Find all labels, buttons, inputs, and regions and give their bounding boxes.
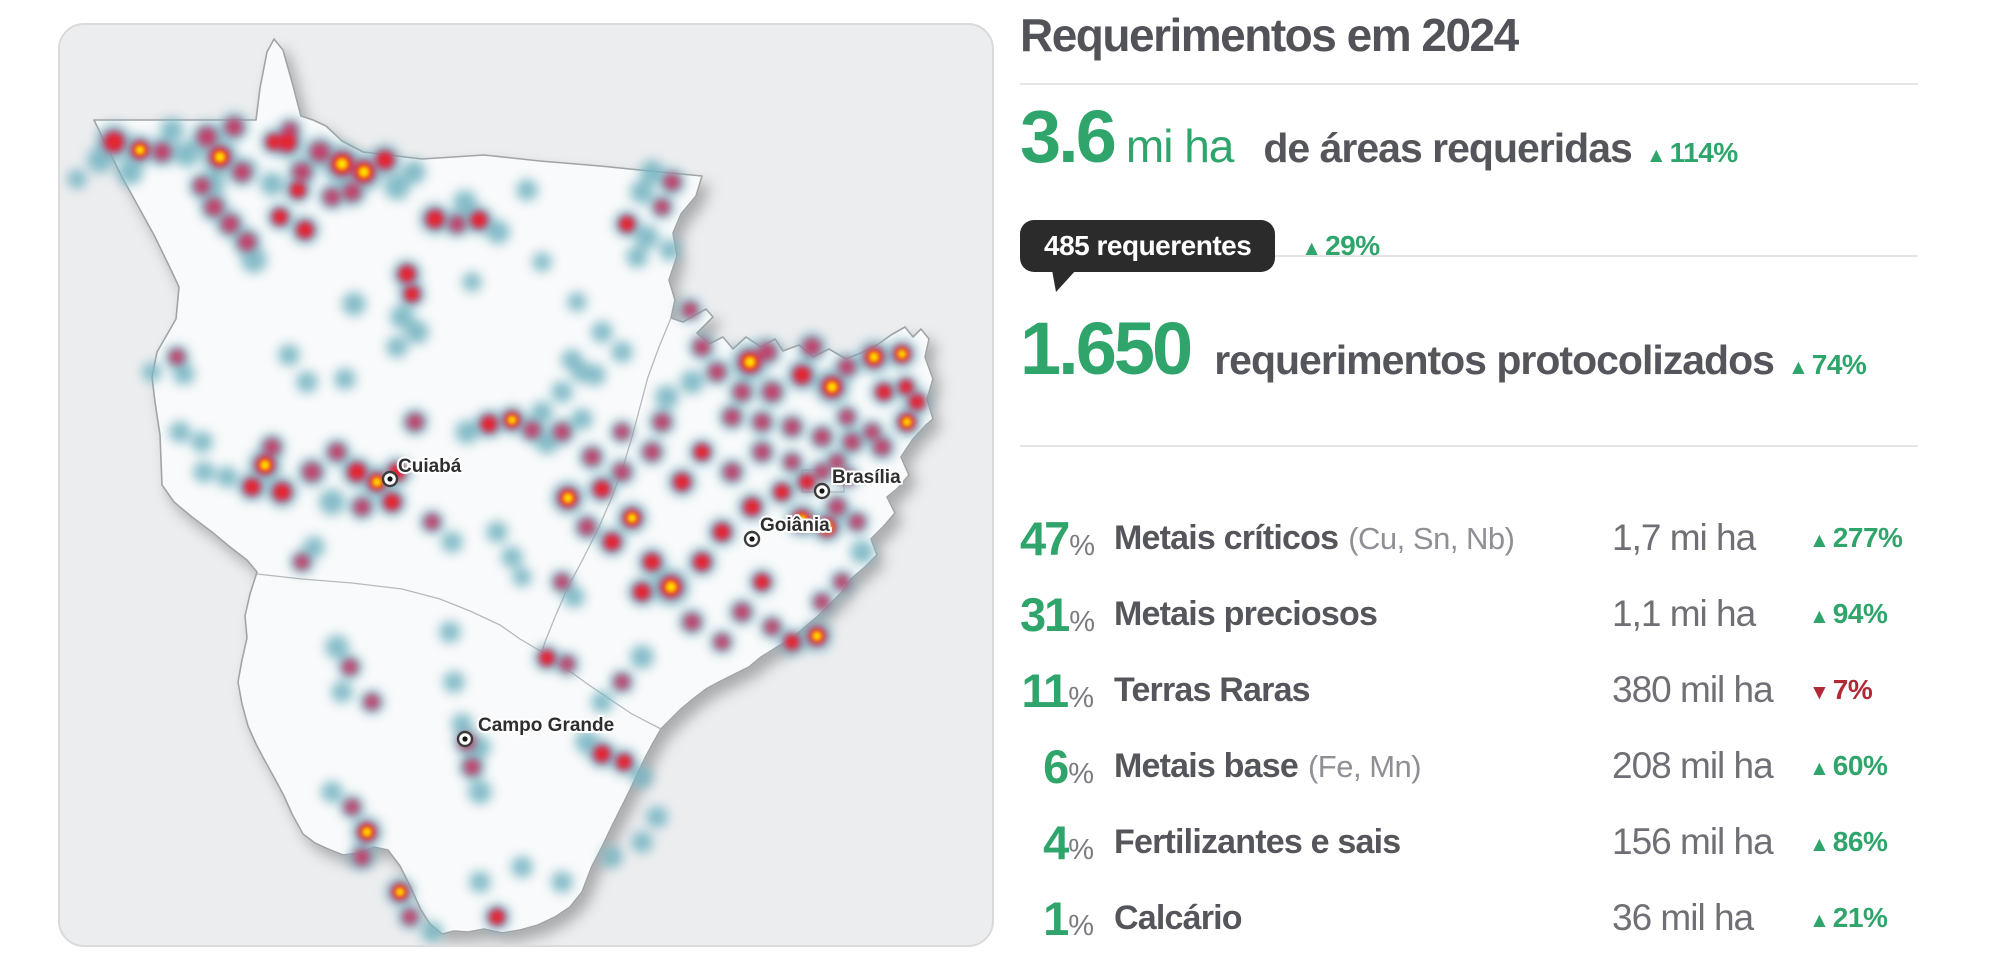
breakdown-row: 47% Metais críticos (Cu, Sn, Nb) 1,7 mi h… [1020, 500, 1940, 576]
percent-sign: % [1068, 681, 1094, 714]
row-area-value: 380 mil ha [1612, 669, 1774, 710]
stat-area-delta: ▲ 114% [1645, 137, 1738, 168]
delta-triangle-icon: ▲ [1301, 237, 1323, 260]
row-percent: 11% [1021, 663, 1094, 717]
heatmap-svg[interactable]: Cuiabá Brasília Goiânia Campo Grande [60, 25, 992, 945]
stat-area-value: 3.6 [1020, 95, 1117, 178]
stat-requerimentos: 1.650 requerimentos protocolizados ▲ 74% [1020, 307, 1867, 390]
stat-filings-value: 1.650 [1020, 307, 1193, 390]
city-label: Cuiabá [398, 456, 462, 477]
row-label: Fertilizantes e sais [1114, 822, 1401, 861]
breakdown-row: 1% Calcário 36 mil ha ▲ 21% [1020, 880, 1940, 956]
requerentes-delta: ▲ 29% [1301, 230, 1380, 261]
row-delta: ▲ 277% [1809, 522, 1903, 553]
row-percent: 6% [1043, 739, 1094, 793]
delta-triangle-icon: ▼ [1809, 681, 1830, 704]
requerentes-tooltip-badge: 485 requerentes [1020, 220, 1276, 292]
percent-sign: % [1068, 757, 1094, 790]
breakdown-row: 11% Terras Raras 380 mil ha ▼ 7% [1020, 652, 1940, 728]
row-label: Metais base (Fe, Mn) [1114, 746, 1422, 785]
stat-filings-delta: ▲ 74% [1787, 349, 1867, 380]
row-percent: 4% [1043, 815, 1094, 869]
row-percent: 47% [1020, 511, 1096, 565]
percent-sign: % [1068, 909, 1094, 942]
stat-area-unit: mi ha [1125, 120, 1234, 172]
city-marker: Goiânia [743, 513, 832, 548]
requerentes-label: 485 requerentes [1044, 230, 1252, 261]
delta-triangle-icon: ▲ [1809, 529, 1830, 552]
heatmap-card: Cuiabá Brasília Goiânia Campo Grande [58, 23, 994, 947]
city-label: Campo Grande [478, 715, 614, 736]
stat-areas-requeridas: 3.6 mi ha de áreas requeridas ▲ 114% [1020, 100, 1738, 174]
divider [1020, 255, 1918, 257]
divider [1020, 445, 1918, 447]
percent-sign: % [1068, 833, 1094, 866]
row-area-value: 1,7 mi ha [1612, 517, 1756, 558]
row-percent: 31% [1020, 587, 1096, 641]
delta-triangle-icon: ▲ [1809, 757, 1830, 780]
row-delta: ▼ 7% [1809, 674, 1873, 705]
row-label: Metais preciosos [1114, 594, 1378, 633]
city-marker: Brasília [813, 465, 903, 500]
delta-triangle-icon: ▲ [1809, 909, 1830, 932]
city-label: Goiânia [760, 515, 830, 536]
requerentes-row: 485 requerentes ▲ 29% [1020, 220, 1380, 292]
city-label: Brasília [832, 467, 901, 488]
stat-filings-label: requerimentos protocolizados [1214, 337, 1775, 383]
delta-triangle-icon: ▲ [1809, 605, 1830, 628]
row-label: Metais críticos (Cu, Sn, Nb) [1114, 518, 1515, 557]
row-area-value: 36 mil ha [1612, 897, 1754, 938]
row-delta: ▲ 21% [1809, 902, 1888, 933]
delta-triangle-icon: ▲ [1787, 356, 1809, 379]
percent-sign: % [1069, 605, 1096, 638]
delta-triangle-icon: ▲ [1645, 144, 1667, 167]
row-label: Terras Raras [1114, 670, 1311, 709]
row-delta: ▲ 86% [1809, 826, 1888, 857]
row-delta: ▲ 94% [1809, 598, 1888, 629]
row-area-value: 1,1 mi ha [1612, 593, 1756, 634]
city-marker: Campo Grande [456, 713, 616, 748]
row-percent: 1% [1043, 891, 1094, 945]
breakdown-row: 4% Fertilizantes e sais 156 mil ha ▲ 86% [1020, 804, 1940, 880]
stat-area-label: de áreas requeridas [1263, 125, 1632, 171]
divider [1020, 83, 1918, 85]
row-area-value: 156 mil ha [1612, 821, 1774, 862]
percent-sign: % [1069, 529, 1096, 562]
tooltip-tail [1052, 270, 1076, 292]
row-delta: ▲ 60% [1809, 750, 1888, 781]
breakdown-row: 31% Metais preciosos 1,1 mi ha ▲ 94% [1020, 576, 1940, 652]
row-area-value: 208 mil ha [1612, 745, 1774, 786]
breakdown-row: 6% Metais base (Fe, Mn) 208 mil ha ▲ 60% [1020, 728, 1940, 804]
row-label: Calcário [1114, 898, 1243, 937]
delta-triangle-icon: ▲ [1809, 833, 1830, 856]
city-marker: Cuiabá [381, 454, 464, 488]
page-title: Requerimentos em 2024 [1020, 9, 1519, 61]
